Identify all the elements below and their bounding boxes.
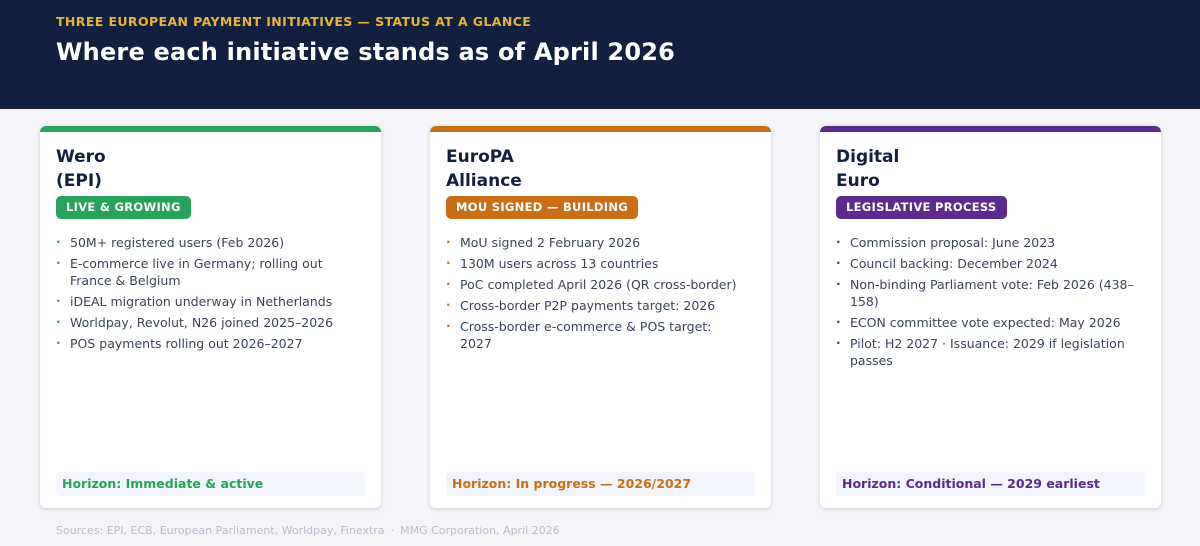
bullet-icon: · bbox=[836, 315, 841, 329]
card-accent-bar bbox=[820, 126, 1161, 132]
initiative-card-digital-euro: Digital Euro LEGISLATIVE PROCESS · Commis… bbox=[820, 126, 1161, 508]
list-item: · Non-binding Parliament vote: Feb 2026 (… bbox=[836, 277, 1134, 309]
sources-text: Sources: EPI, ECB, European Parliament, … bbox=[56, 524, 385, 537]
status-badge: MOU SIGNED — BUILDING bbox=[446, 196, 638, 219]
eyebrow-label: THREE EUROPEAN PAYMENT INITIATIVES — STA… bbox=[56, 14, 532, 29]
status-list: · 50M+ registered users (Feb 2026) · E-com… bbox=[56, 234, 356, 356]
header-banner: THREE EUROPEAN PAYMENT INITIATIVES — STA… bbox=[0, 0, 1200, 109]
list-item: · PoC completed April 2026 (QR cross-bord… bbox=[446, 277, 737, 292]
list-item: · E-commerce live in Germany; rolling out… bbox=[56, 256, 323, 288]
bullet-icon: · bbox=[836, 336, 841, 350]
credit-text: MMG Corporation, April 2026 bbox=[400, 524, 560, 537]
card-accent-bar bbox=[430, 126, 771, 132]
bullet-icon: · bbox=[446, 256, 451, 270]
status-list: · MoU signed 2 February 2026 · 130M users … bbox=[446, 234, 746, 356]
list-item: · 50M+ registered users (Feb 2026) bbox=[56, 235, 285, 250]
list-item: · MoU signed 2 February 2026 bbox=[446, 235, 641, 250]
card-accent-bar bbox=[40, 126, 381, 132]
list-item: · Cross-border e-commerce & POS target: 2… bbox=[446, 319, 712, 351]
page-title: Where each initiative stands as of April… bbox=[56, 38, 676, 66]
card-title: EuroPA Alliance bbox=[446, 145, 522, 193]
horizon-label: Horizon: Conditional — 2029 earliest bbox=[836, 472, 1145, 496]
bullet-icon: · bbox=[56, 235, 61, 249]
card-title: Wero (EPI) bbox=[56, 145, 106, 193]
bullet-icon: · bbox=[836, 277, 841, 291]
list-item: · POS payments rolling out 2026–2027 bbox=[56, 336, 303, 351]
horizon-label: Horizon: In progress — 2026/2027 bbox=[446, 472, 755, 496]
status-badge: LEGISLATIVE PROCESS bbox=[836, 196, 1007, 219]
bullet-icon: · bbox=[446, 277, 451, 291]
footer-separator: · bbox=[390, 524, 395, 537]
list-item: · Worldpay, Revolut, N26 joined 2025–2026 bbox=[56, 315, 334, 330]
bullet-icon: · bbox=[836, 235, 841, 249]
list-item: · iDEAL migration underway in Netherlands bbox=[56, 294, 333, 309]
bullet-icon: · bbox=[56, 315, 61, 329]
bullet-icon: · bbox=[446, 235, 451, 249]
list-item: · ECON committee vote expected: May 2026 bbox=[836, 315, 1121, 330]
card-title-line1: Wero bbox=[56, 147, 106, 167]
status-badge: LIVE & GROWING bbox=[56, 196, 191, 219]
status-list: · Commission proposal: June 2023 · Council… bbox=[836, 234, 1136, 373]
card-title-line1: EuroPA bbox=[446, 147, 514, 167]
initiative-card-europa: EuroPA Alliance MOU SIGNED — BUILDING · M… bbox=[430, 126, 771, 508]
card-title-line2: Alliance bbox=[446, 171, 522, 191]
card-title-line1: Digital bbox=[836, 147, 900, 167]
list-item: · Cross-border P2P payments target: 2026 bbox=[446, 298, 716, 313]
list-item: · Council backing: December 2024 bbox=[836, 256, 1058, 271]
list-item: · Pilot: H2 2027 · Issuance: 2029 if legi… bbox=[836, 336, 1125, 368]
bullet-icon: · bbox=[56, 336, 61, 350]
bullet-icon: · bbox=[56, 256, 61, 270]
list-item: · Commission proposal: June 2023 bbox=[836, 235, 1056, 250]
card-title: Digital Euro bbox=[836, 145, 899, 193]
footer-sources: Sources: EPI, ECB, European Parliament, … bbox=[56, 524, 560, 537]
initiative-card-wero: Wero (EPI) LIVE & GROWING · 50M+ register… bbox=[40, 126, 381, 508]
card-title-line2: (EPI) bbox=[56, 171, 102, 191]
bullet-icon: · bbox=[56, 294, 61, 308]
bullet-icon: · bbox=[446, 319, 451, 333]
bullet-icon: · bbox=[836, 256, 841, 270]
bullet-icon: · bbox=[446, 298, 451, 312]
horizon-label: Horizon: Immediate & active bbox=[56, 472, 365, 496]
list-item: · 130M users across 13 countries bbox=[446, 256, 659, 271]
card-title-line2: Euro bbox=[836, 171, 880, 191]
